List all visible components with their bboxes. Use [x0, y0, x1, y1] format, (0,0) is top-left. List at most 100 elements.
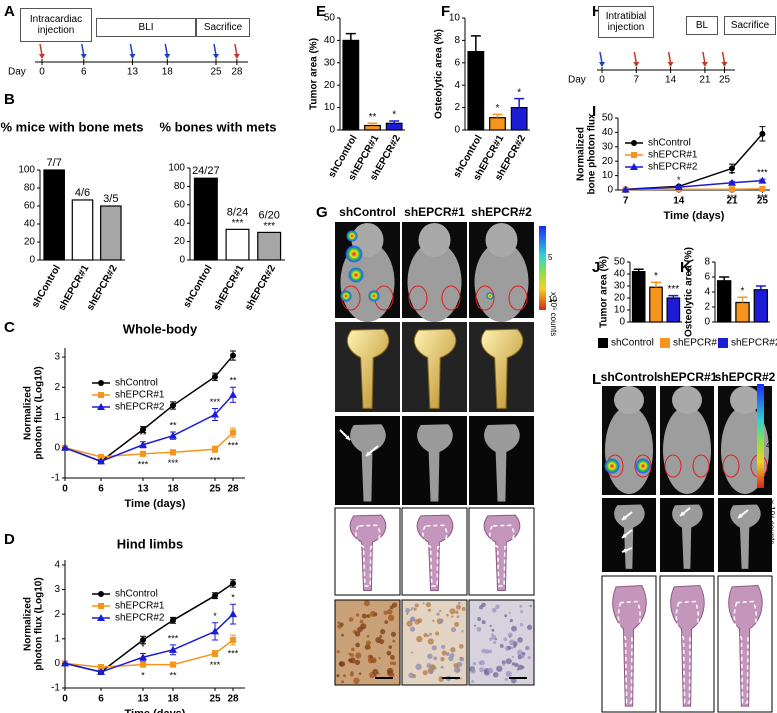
pointer-head	[622, 548, 627, 553]
y-tick-label: -1	[51, 683, 60, 694]
bone-xray	[417, 424, 453, 502]
x-tick-label: 14	[673, 196, 685, 207]
bar	[631, 271, 646, 323]
ihc-cell	[336, 674, 340, 678]
bar	[735, 301, 750, 323]
legend-marker	[98, 603, 104, 609]
y-tick-label: 6	[454, 57, 460, 68]
ihc-cell	[416, 635, 423, 643]
point	[97, 457, 105, 465]
ihc-cell	[492, 671, 499, 678]
colorbar-tick-label: 5	[548, 253, 553, 262]
ihc-cell	[341, 680, 345, 684]
ihc-cell	[489, 637, 493, 641]
ihc-cell	[433, 656, 437, 661]
ihc-cell	[425, 602, 431, 608]
pointer-head	[345, 435, 350, 440]
error-bar	[651, 281, 661, 288]
tumor-outline	[422, 524, 448, 587]
error-bar	[492, 113, 503, 118]
panel-label: L	[592, 371, 601, 388]
ihc-cell	[472, 661, 477, 666]
ihc-cell	[360, 623, 367, 630]
significance: ***	[138, 460, 149, 470]
bone-xray	[350, 424, 386, 502]
colorbar-tick-label: 4	[766, 441, 771, 450]
ihc-cell	[409, 617, 415, 622]
ihc-cell	[392, 639, 396, 643]
significance: ***	[210, 456, 221, 466]
roi-circle	[408, 285, 428, 311]
y-axis-label: photon flux (Log10)	[34, 577, 45, 670]
x-tick-label: 0	[62, 484, 68, 495]
y-tick-label: 3	[54, 352, 60, 363]
day-tick-label: 21	[699, 75, 711, 86]
point	[674, 183, 683, 191]
x-axis-label: Time (days)	[125, 498, 186, 510]
x-tick-label: 25	[757, 196, 769, 207]
ihc-cell	[355, 642, 360, 648]
chart-title: % bones with mets	[159, 119, 276, 134]
signal-blob	[604, 458, 620, 474]
panel-label: I	[592, 103, 596, 120]
significance: *	[231, 593, 235, 603]
ihc-cell	[455, 604, 461, 610]
day-tick-label: 13	[127, 67, 139, 78]
point	[212, 446, 218, 453]
day-tick-label: 7	[634, 75, 640, 86]
ihc-cell	[432, 619, 435, 623]
ihc-cell	[450, 647, 456, 653]
ihc-cell	[439, 609, 442, 613]
pointer-head	[622, 533, 627, 538]
ihc-cell	[361, 613, 367, 619]
arrow-head	[129, 54, 136, 59]
mouse-head	[672, 386, 702, 414]
point	[229, 610, 237, 618]
y-tick-label: 50	[602, 113, 614, 124]
mouse-head	[730, 386, 760, 414]
ihc-cell	[453, 662, 459, 669]
ihc-cell	[513, 641, 518, 647]
bone-3d	[480, 328, 524, 409]
ihc-cell	[408, 672, 414, 679]
legend-label: shControl	[611, 338, 654, 349]
point	[98, 664, 104, 671]
timeline-box: Sacrifice	[724, 16, 776, 35]
y-tick-label: 0	[329, 125, 335, 136]
arrow	[633, 51, 638, 64]
y-tick-label: 20	[602, 156, 614, 167]
ihc-cell	[521, 665, 525, 669]
significance: **	[229, 376, 237, 386]
legend-marker	[98, 380, 104, 386]
bar	[257, 231, 282, 261]
ihc-cell	[510, 646, 514, 650]
y-tick-label: -1	[51, 473, 60, 484]
bar	[666, 297, 681, 323]
roi-circle	[508, 285, 528, 311]
legend-label: shEPCR#2	[115, 613, 165, 624]
legend-marker	[98, 392, 104, 398]
bone-section	[612, 585, 647, 707]
y-tick-label: 2	[54, 382, 60, 393]
ihc-cell	[517, 649, 523, 656]
arrow	[667, 51, 672, 64]
ihc-cell	[389, 661, 394, 665]
column-header: shEPCR#2	[715, 370, 776, 384]
ihc-cell	[450, 627, 457, 633]
arrow-head	[721, 62, 728, 67]
significance: *	[730, 170, 734, 180]
arrow	[213, 43, 217, 56]
arrow	[721, 51, 726, 64]
y-tick-label: 50	[614, 257, 626, 268]
x-axis-label: Time (days)	[664, 210, 725, 222]
ihc-cell	[415, 663, 422, 670]
ihc-cell	[348, 658, 352, 662]
ihc-cell	[441, 650, 447, 656]
ihc-cell	[411, 607, 414, 610]
ihc-cell	[374, 674, 377, 677]
day-tick-label: 0	[599, 75, 605, 86]
bar	[225, 228, 250, 261]
ihc-cell	[370, 657, 377, 664]
y-axis-label: Normalized	[23, 386, 34, 440]
y-tick-label: 80	[24, 183, 36, 194]
